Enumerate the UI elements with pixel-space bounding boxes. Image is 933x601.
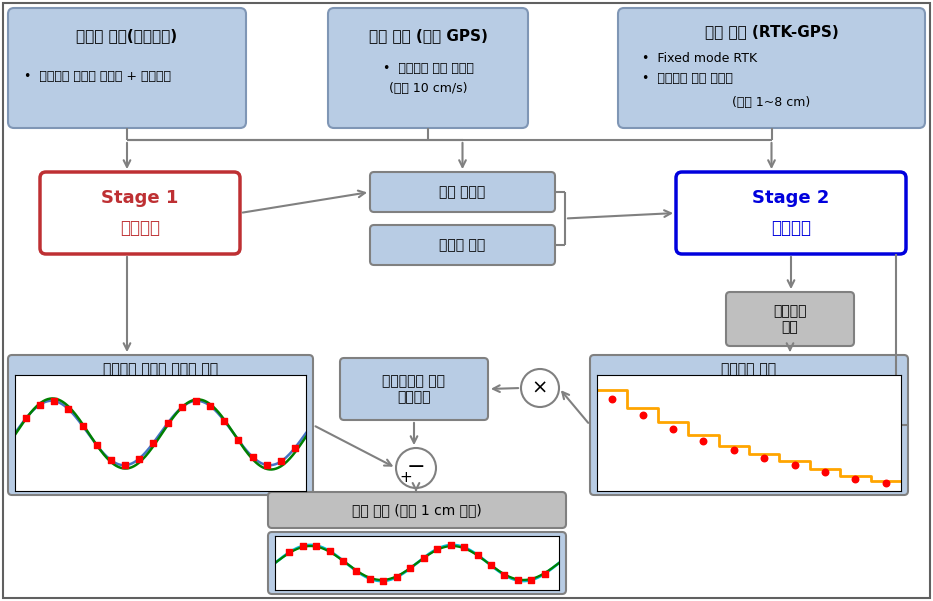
Text: •  저정밀도 변위 데이터: • 저정밀도 변위 데이터 xyxy=(642,72,733,85)
Text: 공분산 오차: 공분산 오차 xyxy=(439,238,485,252)
Text: 칼만필터: 칼만필터 xyxy=(120,219,160,237)
Point xyxy=(336,556,351,566)
Point xyxy=(456,543,471,552)
Text: 칼만 가중치: 칼만 가중치 xyxy=(439,185,485,199)
Text: 속도 계측 (단일 GPS): 속도 계측 (단일 GPS) xyxy=(369,28,487,43)
Point xyxy=(497,570,512,580)
Point xyxy=(118,460,132,470)
FancyBboxPatch shape xyxy=(40,172,240,254)
Point xyxy=(47,396,62,406)
Text: Stage 1: Stage 1 xyxy=(102,189,179,207)
Point xyxy=(231,435,246,445)
Point xyxy=(19,413,34,423)
FancyBboxPatch shape xyxy=(8,355,313,495)
Point xyxy=(188,396,203,406)
Text: •  Fixed mode RTK: • Fixed mode RTK xyxy=(642,52,757,64)
Point xyxy=(349,566,364,576)
FancyBboxPatch shape xyxy=(726,292,854,346)
Circle shape xyxy=(521,369,559,407)
FancyBboxPatch shape xyxy=(268,532,566,594)
Text: ×: × xyxy=(532,379,549,397)
Text: 바이어스
계수: 바이어스 계수 xyxy=(773,304,807,334)
Text: 바이어스에 의한
변위오차: 바이어스에 의한 변위오차 xyxy=(383,374,445,404)
Point xyxy=(33,400,48,409)
FancyBboxPatch shape xyxy=(370,172,555,212)
Text: (오차 10 cm/s): (오차 10 cm/s) xyxy=(389,82,467,94)
Point xyxy=(273,457,288,466)
FancyBboxPatch shape xyxy=(618,8,925,128)
Text: 칼만필터: 칼만필터 xyxy=(771,219,811,237)
Point xyxy=(537,569,552,578)
Point xyxy=(282,548,297,557)
Point xyxy=(160,418,175,428)
Text: •  저정밀도 속도 데이터: • 저정밀도 속도 데이터 xyxy=(383,61,473,75)
Point xyxy=(76,421,91,431)
Point xyxy=(605,394,620,403)
Point xyxy=(362,574,377,584)
Point xyxy=(287,443,302,453)
Point xyxy=(726,445,741,455)
Point xyxy=(878,478,893,488)
Point xyxy=(132,454,146,463)
FancyBboxPatch shape xyxy=(590,355,908,495)
Point xyxy=(389,572,404,582)
Point xyxy=(416,553,431,563)
Text: 바이어스 오차를 포함한 변위: 바이어스 오차를 포함한 변위 xyxy=(103,362,218,376)
Point xyxy=(146,438,160,448)
Point xyxy=(817,468,832,477)
Point xyxy=(787,460,802,470)
Point xyxy=(510,576,525,585)
Point xyxy=(524,575,539,585)
Text: (오차 1~8 cm): (오차 1~8 cm) xyxy=(732,96,811,109)
Point xyxy=(216,416,231,426)
FancyBboxPatch shape xyxy=(370,225,555,265)
Point xyxy=(376,576,391,586)
Point xyxy=(483,561,498,570)
FancyBboxPatch shape xyxy=(8,8,246,128)
Text: −: − xyxy=(407,457,425,477)
Point xyxy=(104,456,118,465)
Text: 변위 추정 (오차 1 cm 이내): 변위 추정 (오차 1 cm 이내) xyxy=(352,503,481,517)
Point xyxy=(202,401,217,410)
FancyBboxPatch shape xyxy=(268,492,566,528)
Point xyxy=(403,564,418,573)
Point xyxy=(245,452,260,462)
Point xyxy=(61,404,76,414)
Text: 바이어스 추정: 바이어스 추정 xyxy=(721,362,776,376)
Point xyxy=(322,546,337,556)
FancyBboxPatch shape xyxy=(328,8,528,128)
Point xyxy=(665,424,680,433)
FancyBboxPatch shape xyxy=(676,172,906,254)
Point xyxy=(635,410,650,419)
Point xyxy=(174,403,189,412)
Text: Stage 2: Stage 2 xyxy=(752,189,829,207)
Text: •  고정밀도 가속도 데이터 + 바이어스: • 고정밀도 가속도 데이터 + 바이어스 xyxy=(24,70,171,82)
Point xyxy=(90,441,104,450)
Point xyxy=(295,542,310,551)
Point xyxy=(848,474,863,483)
Point xyxy=(259,460,274,470)
Text: 가속도 계측(가속도계): 가속도 계측(가속도계) xyxy=(77,28,177,43)
Point xyxy=(757,453,772,462)
Point xyxy=(443,540,458,550)
Text: +: + xyxy=(399,471,412,486)
Point xyxy=(309,541,324,551)
Point xyxy=(696,436,711,446)
Point xyxy=(430,544,445,554)
Text: 변위 계측 (RTK-GPS): 변위 계측 (RTK-GPS) xyxy=(704,25,839,40)
Point xyxy=(470,550,485,560)
FancyBboxPatch shape xyxy=(340,358,488,420)
Circle shape xyxy=(396,448,436,488)
